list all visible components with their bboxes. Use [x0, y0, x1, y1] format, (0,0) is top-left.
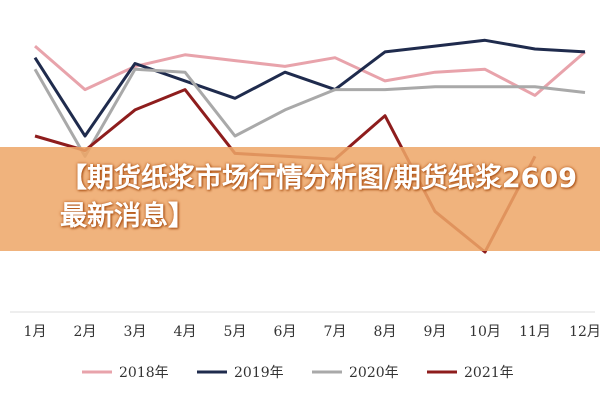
line-series	[34, 44, 586, 97]
line-series	[33, 38, 586, 138]
chart-title: 【期货纸浆市场行情分析图/期货纸浆2609最新消息】	[60, 163, 578, 232]
x-tick-label: 7月	[324, 324, 347, 340]
x-tick-label: 11月	[519, 324, 551, 340]
legend-label: 2021年	[464, 365, 514, 381]
x-tick-label: 5月	[224, 324, 247, 340]
title-banner	[0, 147, 600, 251]
legend-label: 2019年	[234, 365, 284, 381]
x-tick-label: 8月	[374, 324, 397, 340]
x-tick-label: 9月	[424, 324, 447, 340]
x-tick-label: 1月	[24, 324, 47, 340]
legend-label: 2020年	[349, 365, 399, 381]
x-tick-label: 6月	[274, 324, 297, 340]
line-series	[33, 67, 586, 158]
x-tick-label: 12月	[569, 324, 600, 340]
x-tick-label: 4月	[174, 324, 197, 340]
x-tick-label: 2月	[74, 324, 97, 340]
legend-label: 2018年	[119, 365, 169, 381]
x-tick-label: 10月	[469, 324, 501, 340]
x-tick-label: 3月	[124, 324, 147, 340]
